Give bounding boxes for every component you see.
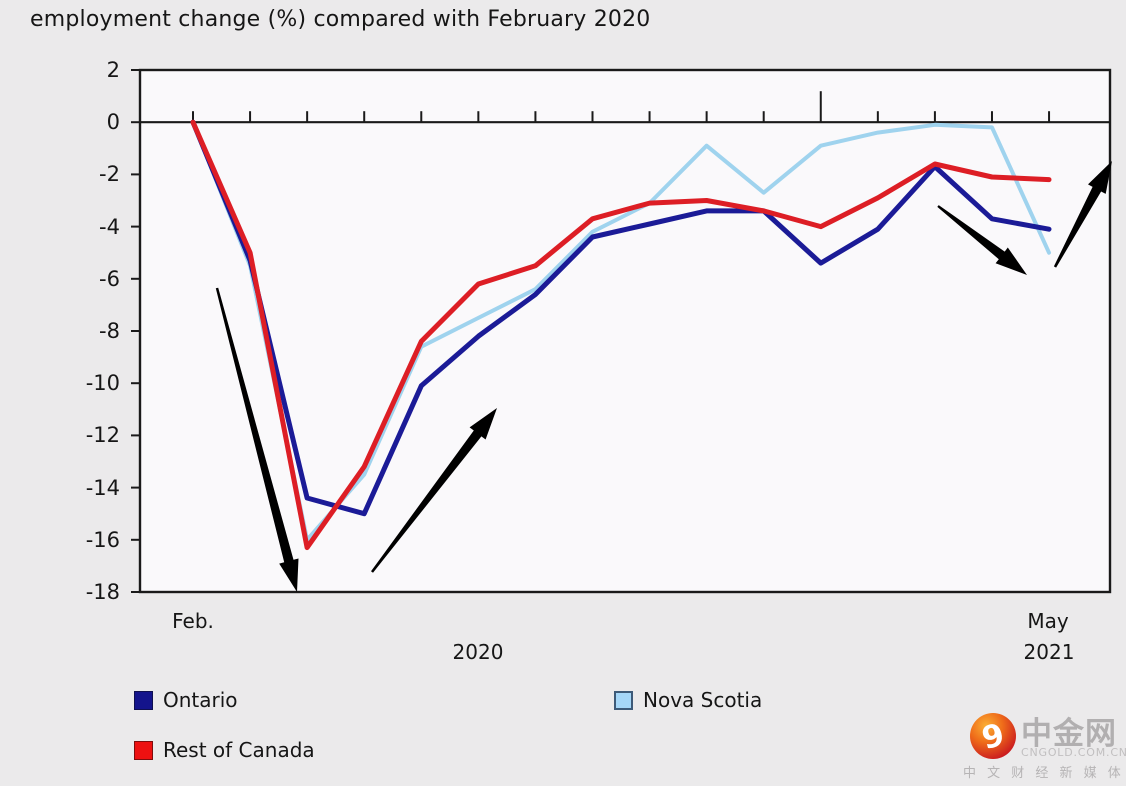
legend-swatch-nova-scotia	[614, 690, 633, 710]
line-rest-of-canada	[190, 119, 1052, 551]
cngold-logo-icon: 9	[970, 713, 1016, 759]
legend-label-rest-of-canada: Rest of Canada	[163, 738, 315, 762]
legend-label-nova-scotia: Nova Scotia	[643, 688, 763, 712]
may-2021-rebound-arrow	[1053, 161, 1112, 268]
x-axis-label-2020: 2020	[452, 640, 504, 664]
spring-2021-decline-arrow	[937, 205, 1027, 275]
y-axis-tick-label: -16	[85, 527, 120, 552]
y-axis-tick-label: -12	[85, 423, 120, 448]
summer-2020-recovery-arrow	[371, 408, 497, 573]
y-axis-tick-label: 0	[106, 110, 120, 135]
y-axis-tick-label: -2	[99, 162, 120, 187]
y-axis-tick-label: 2	[106, 58, 120, 82]
y-axis-tick-label: -18	[85, 580, 120, 604]
legend-swatch-ontario	[134, 690, 153, 710]
watermark-brand: 中金网	[1021, 716, 1117, 752]
chart-title: employment change (%) compared with Febr…	[30, 7, 651, 32]
legend-item-nova-scotia: Nova Scotia	[614, 688, 762, 712]
x-axis-label-2021: 2021	[1023, 640, 1075, 664]
chart-canvas	[131, 68, 1112, 594]
x-axis-label-feb: Feb.	[172, 609, 214, 633]
plot-area	[140, 70, 1110, 592]
y-axis-tick-label: -4	[99, 214, 120, 239]
y-axis-tick-label: -6	[99, 266, 120, 291]
legend-swatch-rest-of-canada	[134, 740, 153, 760]
y-axis-tick-label: -14	[85, 475, 120, 500]
watermark-tagline: 中 文 财 经 新 媒 体	[963, 766, 1125, 781]
legend-label-ontario: Ontario	[163, 688, 238, 712]
y-axis-tick-label: -8	[99, 319, 120, 343]
watermark-domain: CNGOLD.COM.CN	[1021, 746, 1126, 759]
y-axis-tick-label: -10	[85, 371, 120, 396]
april-2020-plunge-arrow	[215, 287, 299, 592]
plot-border	[138, 68, 1112, 594]
cngold-watermark: 9 中金网 CNGOLD.COM.CN 中 文 财 经 新 媒 体	[955, 706, 1126, 782]
legend-item-rest-of-canada: Rest of Canada	[134, 738, 315, 762]
legend-item-ontario: Ontario	[134, 688, 238, 712]
x-axis-label-may: May	[1027, 609, 1069, 633]
